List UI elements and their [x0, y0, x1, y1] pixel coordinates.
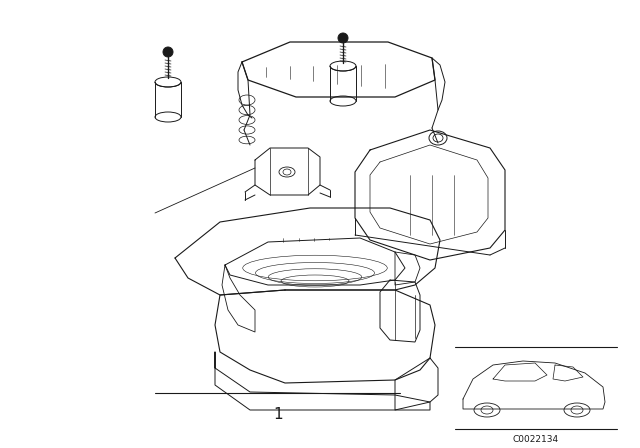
Ellipse shape: [163, 47, 173, 57]
Text: 1: 1: [273, 407, 283, 422]
Text: C0022134: C0022134: [513, 435, 559, 444]
Ellipse shape: [338, 33, 348, 43]
